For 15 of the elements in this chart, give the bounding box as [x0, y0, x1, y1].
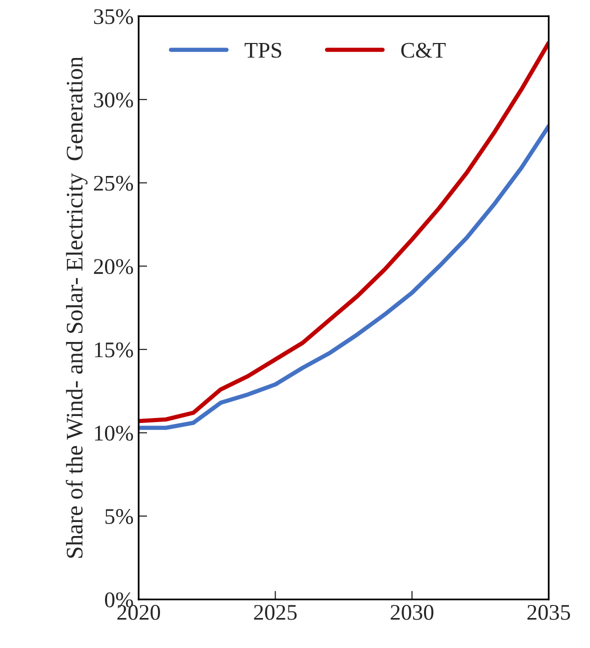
x-tick-label: 2035: [527, 604, 570, 620]
legend-label: TPS: [244, 42, 282, 58]
x-tick-label: 2025: [254, 604, 297, 620]
line-series: [138, 124, 549, 430]
legend-label: C&T: [401, 42, 446, 58]
y-tick-label: 25%: [94, 176, 134, 191]
y-tick-label: 30%: [94, 92, 134, 108]
y-tick-label: 20%: [94, 259, 134, 274]
y-tick-label: 15%: [95, 342, 134, 358]
x-tick-label: 2030: [390, 604, 434, 620]
y-tick-label: 35%: [94, 9, 134, 24]
y-tick-label: 10%: [95, 426, 134, 441]
y-tick-label: 5%: [105, 509, 134, 524]
line-series: [138, 40, 549, 424]
y-axis-title: Share of the Wind- and Solar- Electricity Generation: [66, 56, 88, 558]
